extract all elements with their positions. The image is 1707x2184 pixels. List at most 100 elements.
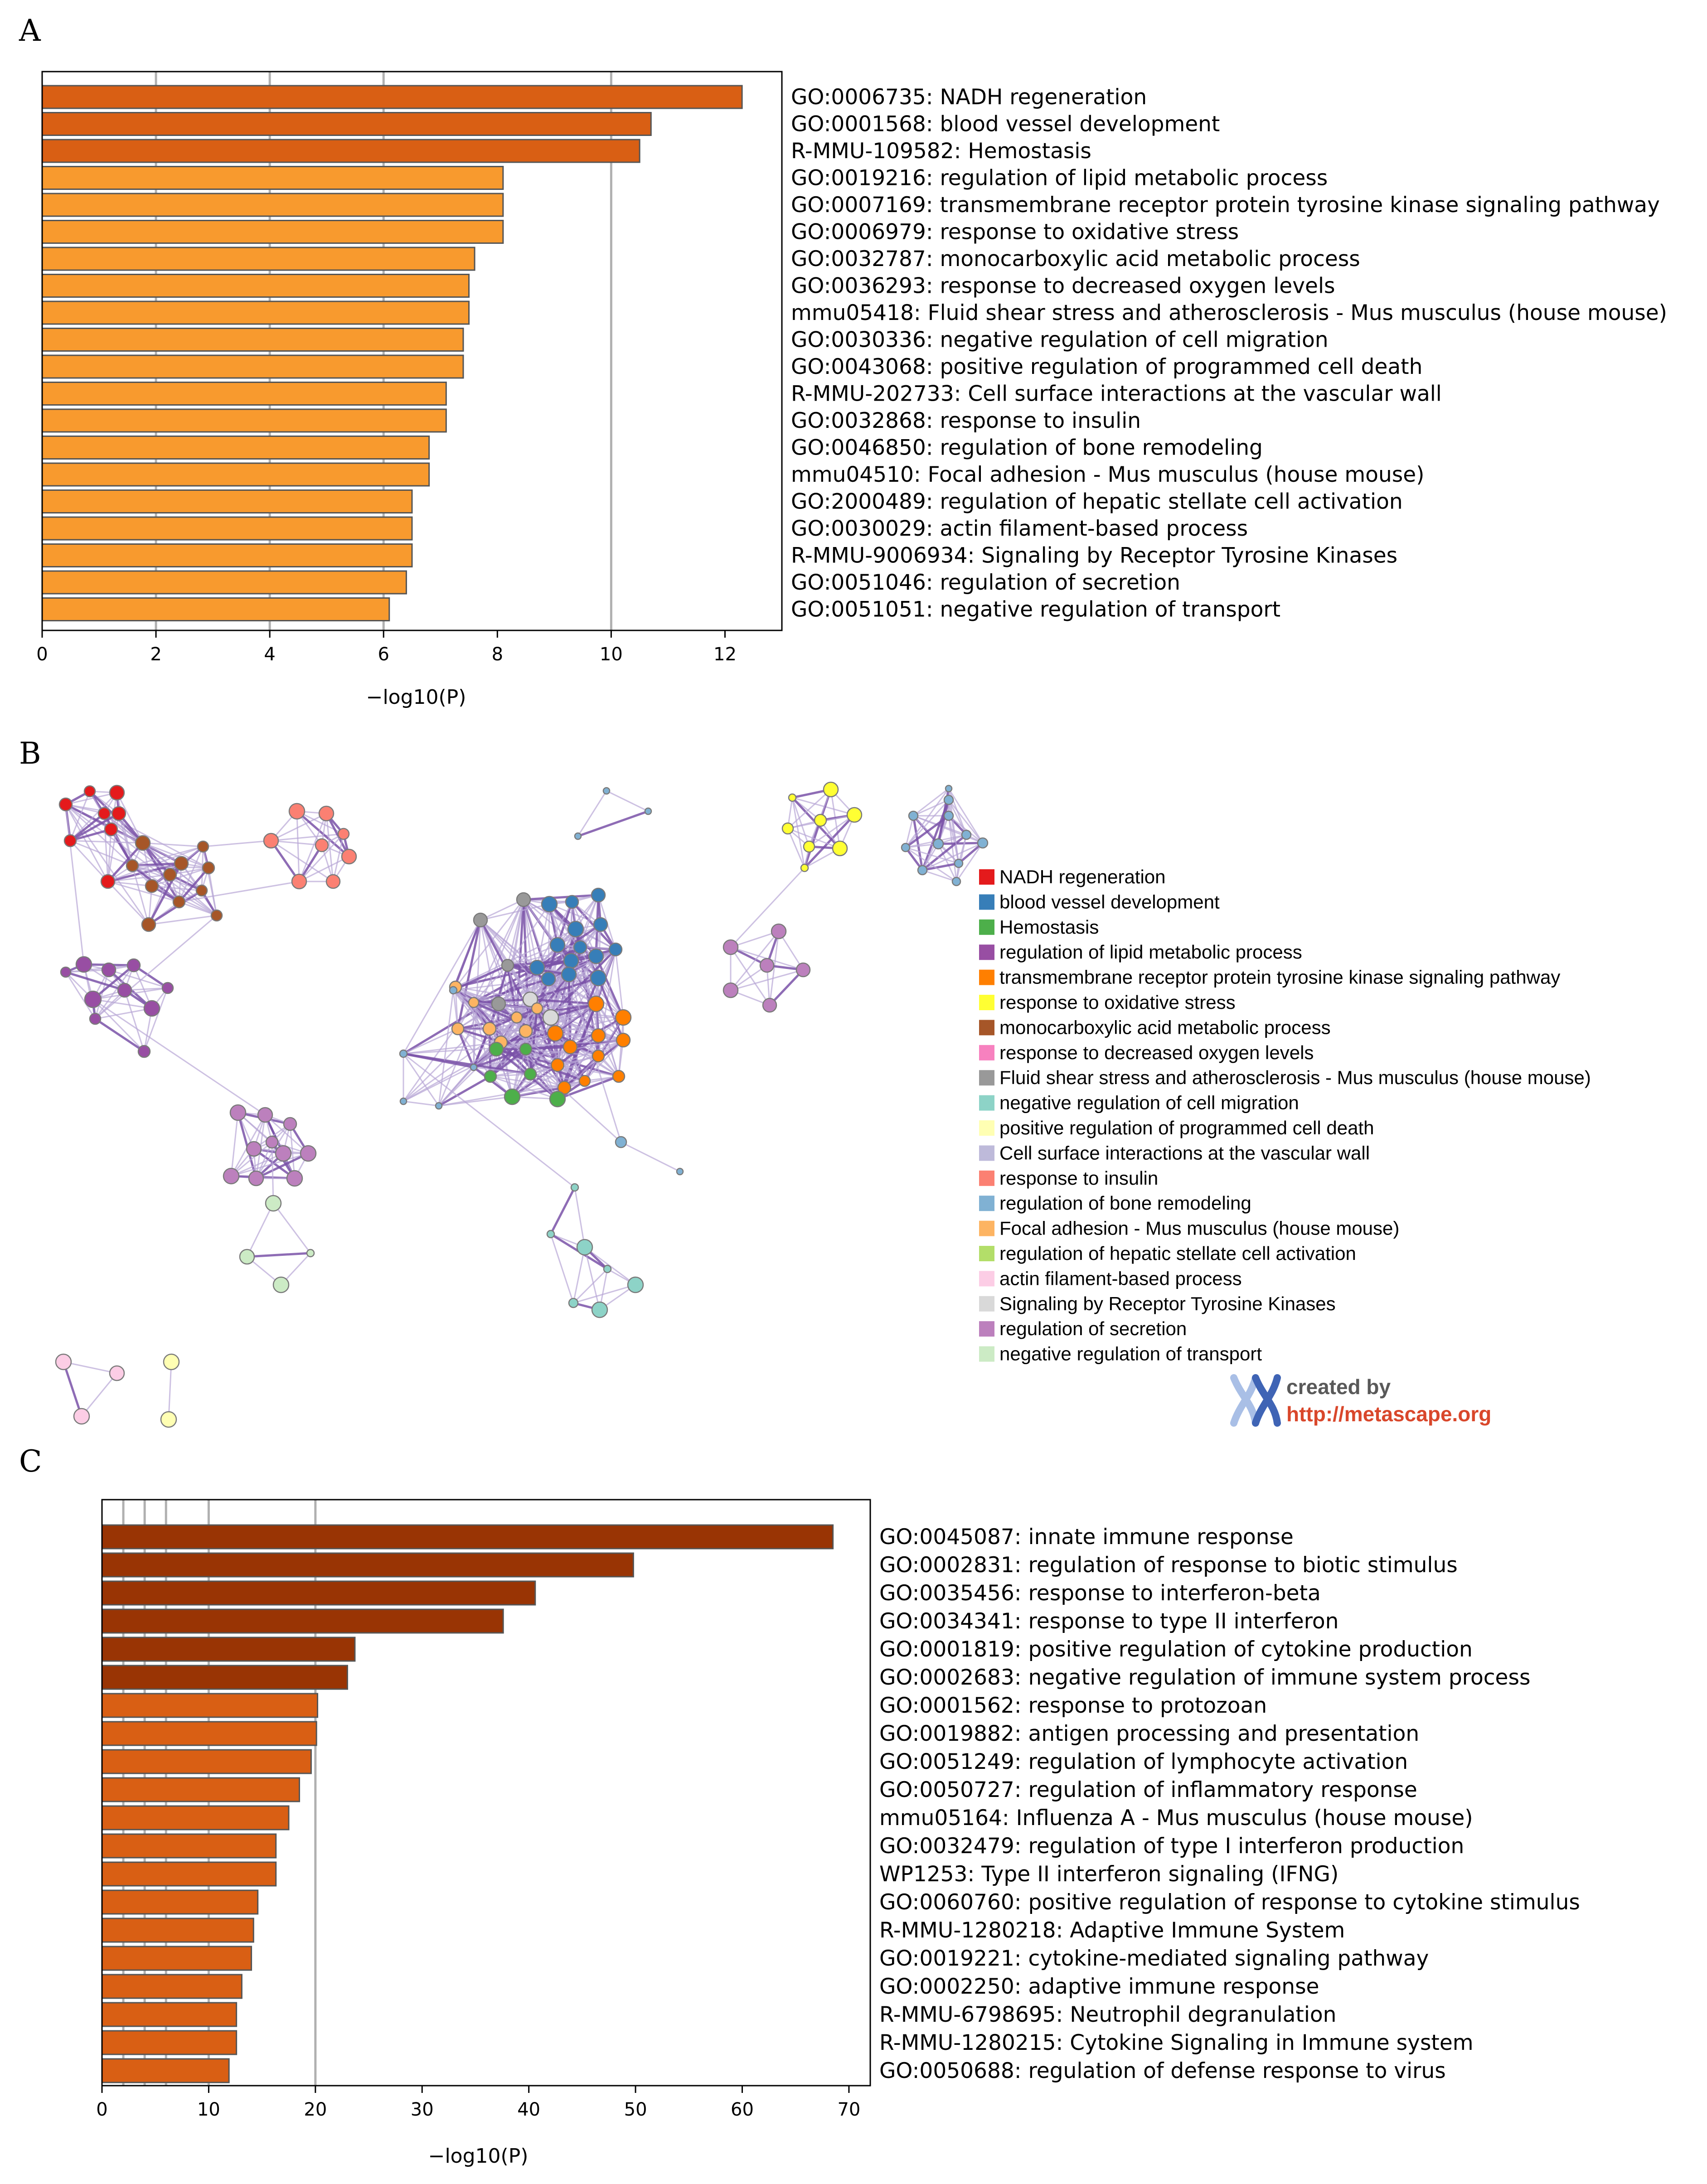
network-edge — [403, 1048, 497, 1102]
network-edge — [490, 1048, 527, 1077]
network-edge — [95, 1007, 152, 1020]
network-edge — [403, 1039, 624, 1055]
network-edge — [148, 915, 217, 925]
bar — [101, 1889, 259, 1915]
network-node — [111, 806, 126, 821]
network-node — [542, 1009, 559, 1026]
network-node — [591, 887, 606, 903]
network-node — [522, 991, 538, 1007]
term-label: R-MMU-9006934: Signaling by Receptor Tyr… — [791, 543, 1397, 568]
bar — [41, 354, 464, 379]
panel-c-letter: C — [19, 1444, 42, 1479]
network-edge — [70, 828, 112, 842]
panel-b-letter: B — [19, 736, 41, 771]
network-edge — [495, 1049, 513, 1097]
network-edge — [573, 1284, 636, 1304]
network-node — [723, 939, 739, 955]
network-node — [567, 920, 584, 938]
bar — [41, 543, 413, 567]
credit-metascape-link[interactable]: http://metascape.org — [1286, 1402, 1491, 1426]
term-label: GO:0050727: regulation of inflammatory r… — [879, 1777, 1417, 1802]
network-node — [574, 832, 582, 840]
network-node — [550, 1058, 565, 1072]
bar — [101, 1552, 634, 1578]
network-edge — [948, 788, 984, 843]
bar — [41, 85, 743, 109]
network-node — [591, 1301, 608, 1318]
network-node — [58, 797, 73, 812]
network-edge — [65, 972, 96, 1019]
network-node — [161, 982, 174, 994]
legend-label: negative regulation of transport — [999, 1343, 1262, 1365]
network-edge — [549, 1186, 576, 1235]
bar — [41, 382, 447, 406]
network-node — [145, 879, 159, 893]
network-node — [723, 982, 739, 998]
legend-swatch — [979, 894, 994, 910]
network-edge — [555, 1017, 624, 1034]
network-node — [524, 1067, 537, 1081]
network-node — [795, 962, 811, 978]
network-edge — [148, 889, 203, 926]
network-edge — [132, 846, 204, 867]
network-node — [591, 1028, 606, 1043]
network-node — [615, 1136, 627, 1148]
network-node — [291, 873, 307, 890]
network-edge — [905, 799, 950, 848]
network-legend: NADH regeneration blood vessel developmen… — [979, 866, 1591, 1365]
network-edge — [65, 804, 109, 882]
network-edge — [132, 865, 209, 869]
bar — [101, 1833, 277, 1859]
network-node — [399, 1097, 407, 1105]
bar — [41, 139, 640, 163]
network-node — [587, 995, 605, 1012]
network-node — [163, 1353, 180, 1370]
bar — [101, 1805, 290, 1830]
x-tick-label: 0 — [36, 644, 48, 665]
network-edge — [108, 969, 168, 989]
x-tick-label: 10 — [197, 2099, 220, 2120]
network-node — [592, 1049, 605, 1063]
network-node — [84, 990, 102, 1008]
network-edge — [107, 881, 152, 887]
x-tick-label: 10 — [600, 644, 623, 665]
network-edge — [124, 990, 145, 1052]
network-node — [283, 1117, 297, 1131]
network-edge — [107, 842, 144, 882]
bar — [41, 570, 407, 595]
legend-swatch — [979, 1120, 994, 1136]
network-edge — [606, 790, 649, 812]
network-edge — [270, 840, 301, 882]
bar — [101, 1693, 319, 1718]
network-edge — [231, 1153, 309, 1177]
network-edge — [438, 1066, 475, 1107]
network-node — [547, 1025, 564, 1042]
network-edge — [530, 998, 596, 1005]
network-edge — [94, 1017, 145, 1053]
network-edge — [787, 789, 832, 829]
network-edge — [523, 894, 599, 901]
network-edge — [92, 998, 152, 1009]
term-label: GO:0060760: positive regulation of respo… — [879, 1890, 1580, 1915]
network-node — [762, 998, 777, 1013]
network-node — [491, 996, 506, 1012]
network-nodes — [55, 781, 989, 1428]
term-label: WP1253: Type II interferon signaling (IF… — [879, 1862, 1338, 1887]
network-edge — [905, 815, 914, 848]
network-edge — [955, 843, 984, 882]
network-node — [932, 838, 944, 850]
network-edge — [523, 899, 576, 930]
network-node — [449, 986, 458, 995]
term-label: GO:0019216: regulation of lipid metaboli… — [791, 166, 1328, 191]
network-edge — [557, 1064, 619, 1077]
network-edge — [577, 790, 607, 837]
network-edge — [65, 964, 134, 973]
chart-c-x-axis-title: −log10(P) — [428, 2145, 529, 2168]
term-label: R-MMU-202733: Cell surface interactions … — [791, 382, 1442, 407]
network-edge — [507, 946, 581, 966]
network-node — [565, 895, 579, 909]
x-tick-label: 70 — [837, 2099, 860, 2120]
panel-a-letter: A — [19, 13, 41, 48]
network-edge — [65, 804, 85, 965]
network-edge — [525, 1035, 599, 1050]
